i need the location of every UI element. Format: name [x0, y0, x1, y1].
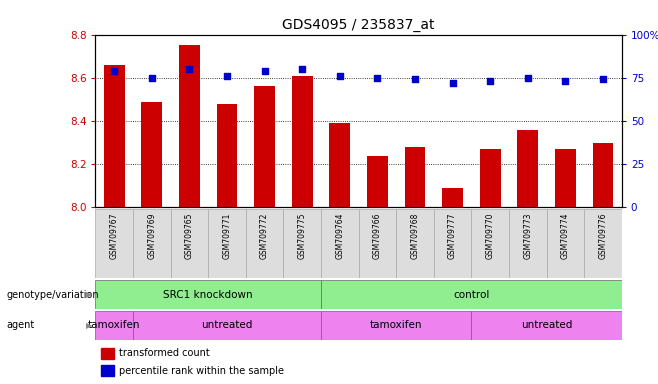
Text: untreated: untreated	[201, 320, 253, 331]
Bar	[517, 130, 538, 207]
Bar	[405, 147, 425, 207]
Bar	[471, 311, 622, 340]
Point	[447, 80, 458, 86]
Bar	[170, 209, 208, 278]
Text: GSM709772: GSM709772	[260, 213, 269, 259]
Point	[410, 76, 420, 83]
Bar	[555, 149, 576, 207]
Text: GSM709777: GSM709777	[448, 213, 457, 259]
Text: GSM709768: GSM709768	[411, 213, 420, 259]
Text: GSM709773: GSM709773	[523, 213, 532, 259]
Text: tamoxifen: tamoxifen	[370, 320, 422, 331]
Bar	[509, 209, 547, 278]
Text: GSM709767: GSM709767	[110, 213, 118, 259]
Point	[372, 75, 383, 81]
Text: GSM709770: GSM709770	[486, 213, 495, 259]
Text: genotype/variation: genotype/variation	[7, 290, 99, 300]
Point	[597, 76, 608, 83]
Text: transformed count: transformed count	[119, 348, 210, 358]
Bar	[547, 209, 584, 278]
Text: control: control	[453, 290, 490, 300]
Text: GSM709764: GSM709764	[336, 213, 344, 259]
Bar	[442, 188, 463, 207]
Bar	[141, 101, 162, 207]
Text: GSM709769: GSM709769	[147, 213, 157, 259]
Bar	[104, 65, 124, 207]
Bar	[101, 365, 114, 376]
Text: GSM709775: GSM709775	[297, 213, 307, 259]
Bar	[359, 209, 396, 278]
Point	[109, 68, 120, 74]
Bar	[246, 209, 284, 278]
Bar	[321, 209, 359, 278]
Bar	[95, 280, 321, 309]
Text: ▶: ▶	[86, 321, 92, 330]
Point	[259, 68, 270, 74]
Point	[560, 78, 570, 84]
Bar	[367, 156, 388, 207]
Text: untreated: untreated	[521, 320, 572, 331]
Bar	[584, 209, 622, 278]
Bar	[179, 45, 200, 207]
Bar	[471, 209, 509, 278]
Point	[222, 73, 232, 79]
Bar	[284, 209, 321, 278]
Text: tamoxifen: tamoxifen	[88, 320, 140, 331]
Bar	[101, 348, 114, 359]
Text: agent: agent	[7, 320, 35, 331]
Point	[184, 66, 195, 72]
Bar	[434, 209, 471, 278]
Point	[485, 78, 495, 84]
Bar	[321, 280, 622, 309]
Bar	[133, 209, 170, 278]
Bar	[216, 104, 238, 207]
Bar	[292, 76, 313, 207]
Text: GSM709765: GSM709765	[185, 213, 194, 259]
Text: GSM709771: GSM709771	[222, 213, 232, 259]
Text: ▶: ▶	[86, 290, 92, 299]
Bar	[95, 209, 133, 278]
Title: GDS4095 / 235837_at: GDS4095 / 235837_at	[282, 18, 435, 32]
Point	[522, 75, 533, 81]
Text: percentile rank within the sample: percentile rank within the sample	[119, 366, 284, 376]
Text: GSM709774: GSM709774	[561, 213, 570, 259]
Text: GSM709766: GSM709766	[373, 213, 382, 259]
Bar	[95, 311, 133, 340]
Bar	[254, 86, 275, 207]
Bar	[396, 209, 434, 278]
Bar	[330, 123, 350, 207]
Bar	[208, 209, 246, 278]
Bar	[321, 311, 471, 340]
Text: SRC1 knockdown: SRC1 knockdown	[163, 290, 253, 300]
Bar	[593, 142, 613, 207]
Point	[147, 75, 157, 81]
Point	[297, 66, 307, 72]
Bar	[480, 149, 501, 207]
Text: GSM709776: GSM709776	[599, 213, 607, 259]
Bar	[133, 311, 321, 340]
Point	[334, 73, 345, 79]
